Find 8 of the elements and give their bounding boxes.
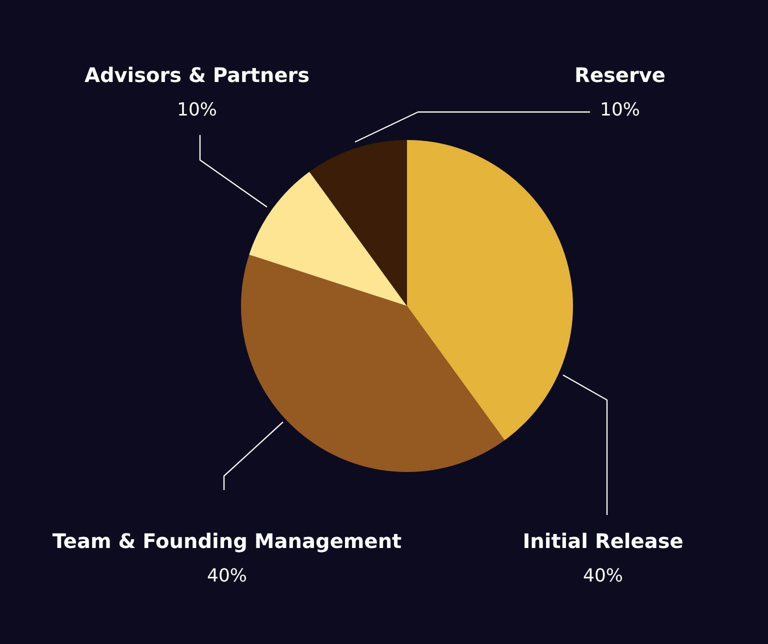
data-label: 40%: [206, 566, 248, 587]
slice-label: Advisors & Partners: [84, 63, 310, 88]
data-label: 10%: [176, 100, 218, 121]
slice-label: Reserve: [574, 63, 666, 88]
slice-label: Team & Founding Management: [52, 529, 402, 554]
data-label: 40%: [582, 566, 624, 587]
data-label: 10%: [600, 100, 640, 121]
slice-label: Initial Release: [522, 529, 684, 554]
